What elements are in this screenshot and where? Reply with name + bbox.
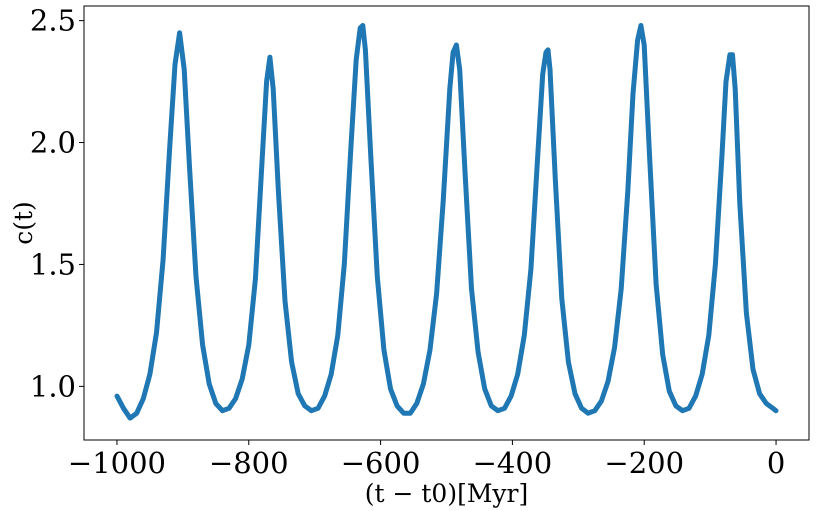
- y-axis-title: c(t): [9, 201, 38, 245]
- c-of-t-series-line: [114, 23, 779, 421]
- y-tick-label: 2.5: [30, 4, 76, 38]
- x-tick-label: −400: [473, 446, 553, 480]
- plot-area: [114, 23, 779, 421]
- plot-frame: [83, 5, 810, 441]
- x-tick-label: −1000: [68, 446, 166, 480]
- y-tick-label: 2.0: [30, 126, 76, 160]
- y-tick-label: 1.5: [30, 247, 76, 281]
- x-tick-label: 0: [767, 446, 785, 480]
- y-tick-label: 1.0: [30, 369, 76, 403]
- y-axis: 1.0 1.5 2.0 2.5: [30, 4, 84, 403]
- x-axis: −1000 −800 −600 −400 −200 0: [68, 440, 785, 480]
- x-axis-title: (t − t0)[Myr]: [365, 479, 529, 508]
- x-tick-label: −800: [209, 446, 289, 480]
- x-tick-label: −200: [604, 446, 684, 480]
- x-tick-label: −600: [341, 446, 421, 480]
